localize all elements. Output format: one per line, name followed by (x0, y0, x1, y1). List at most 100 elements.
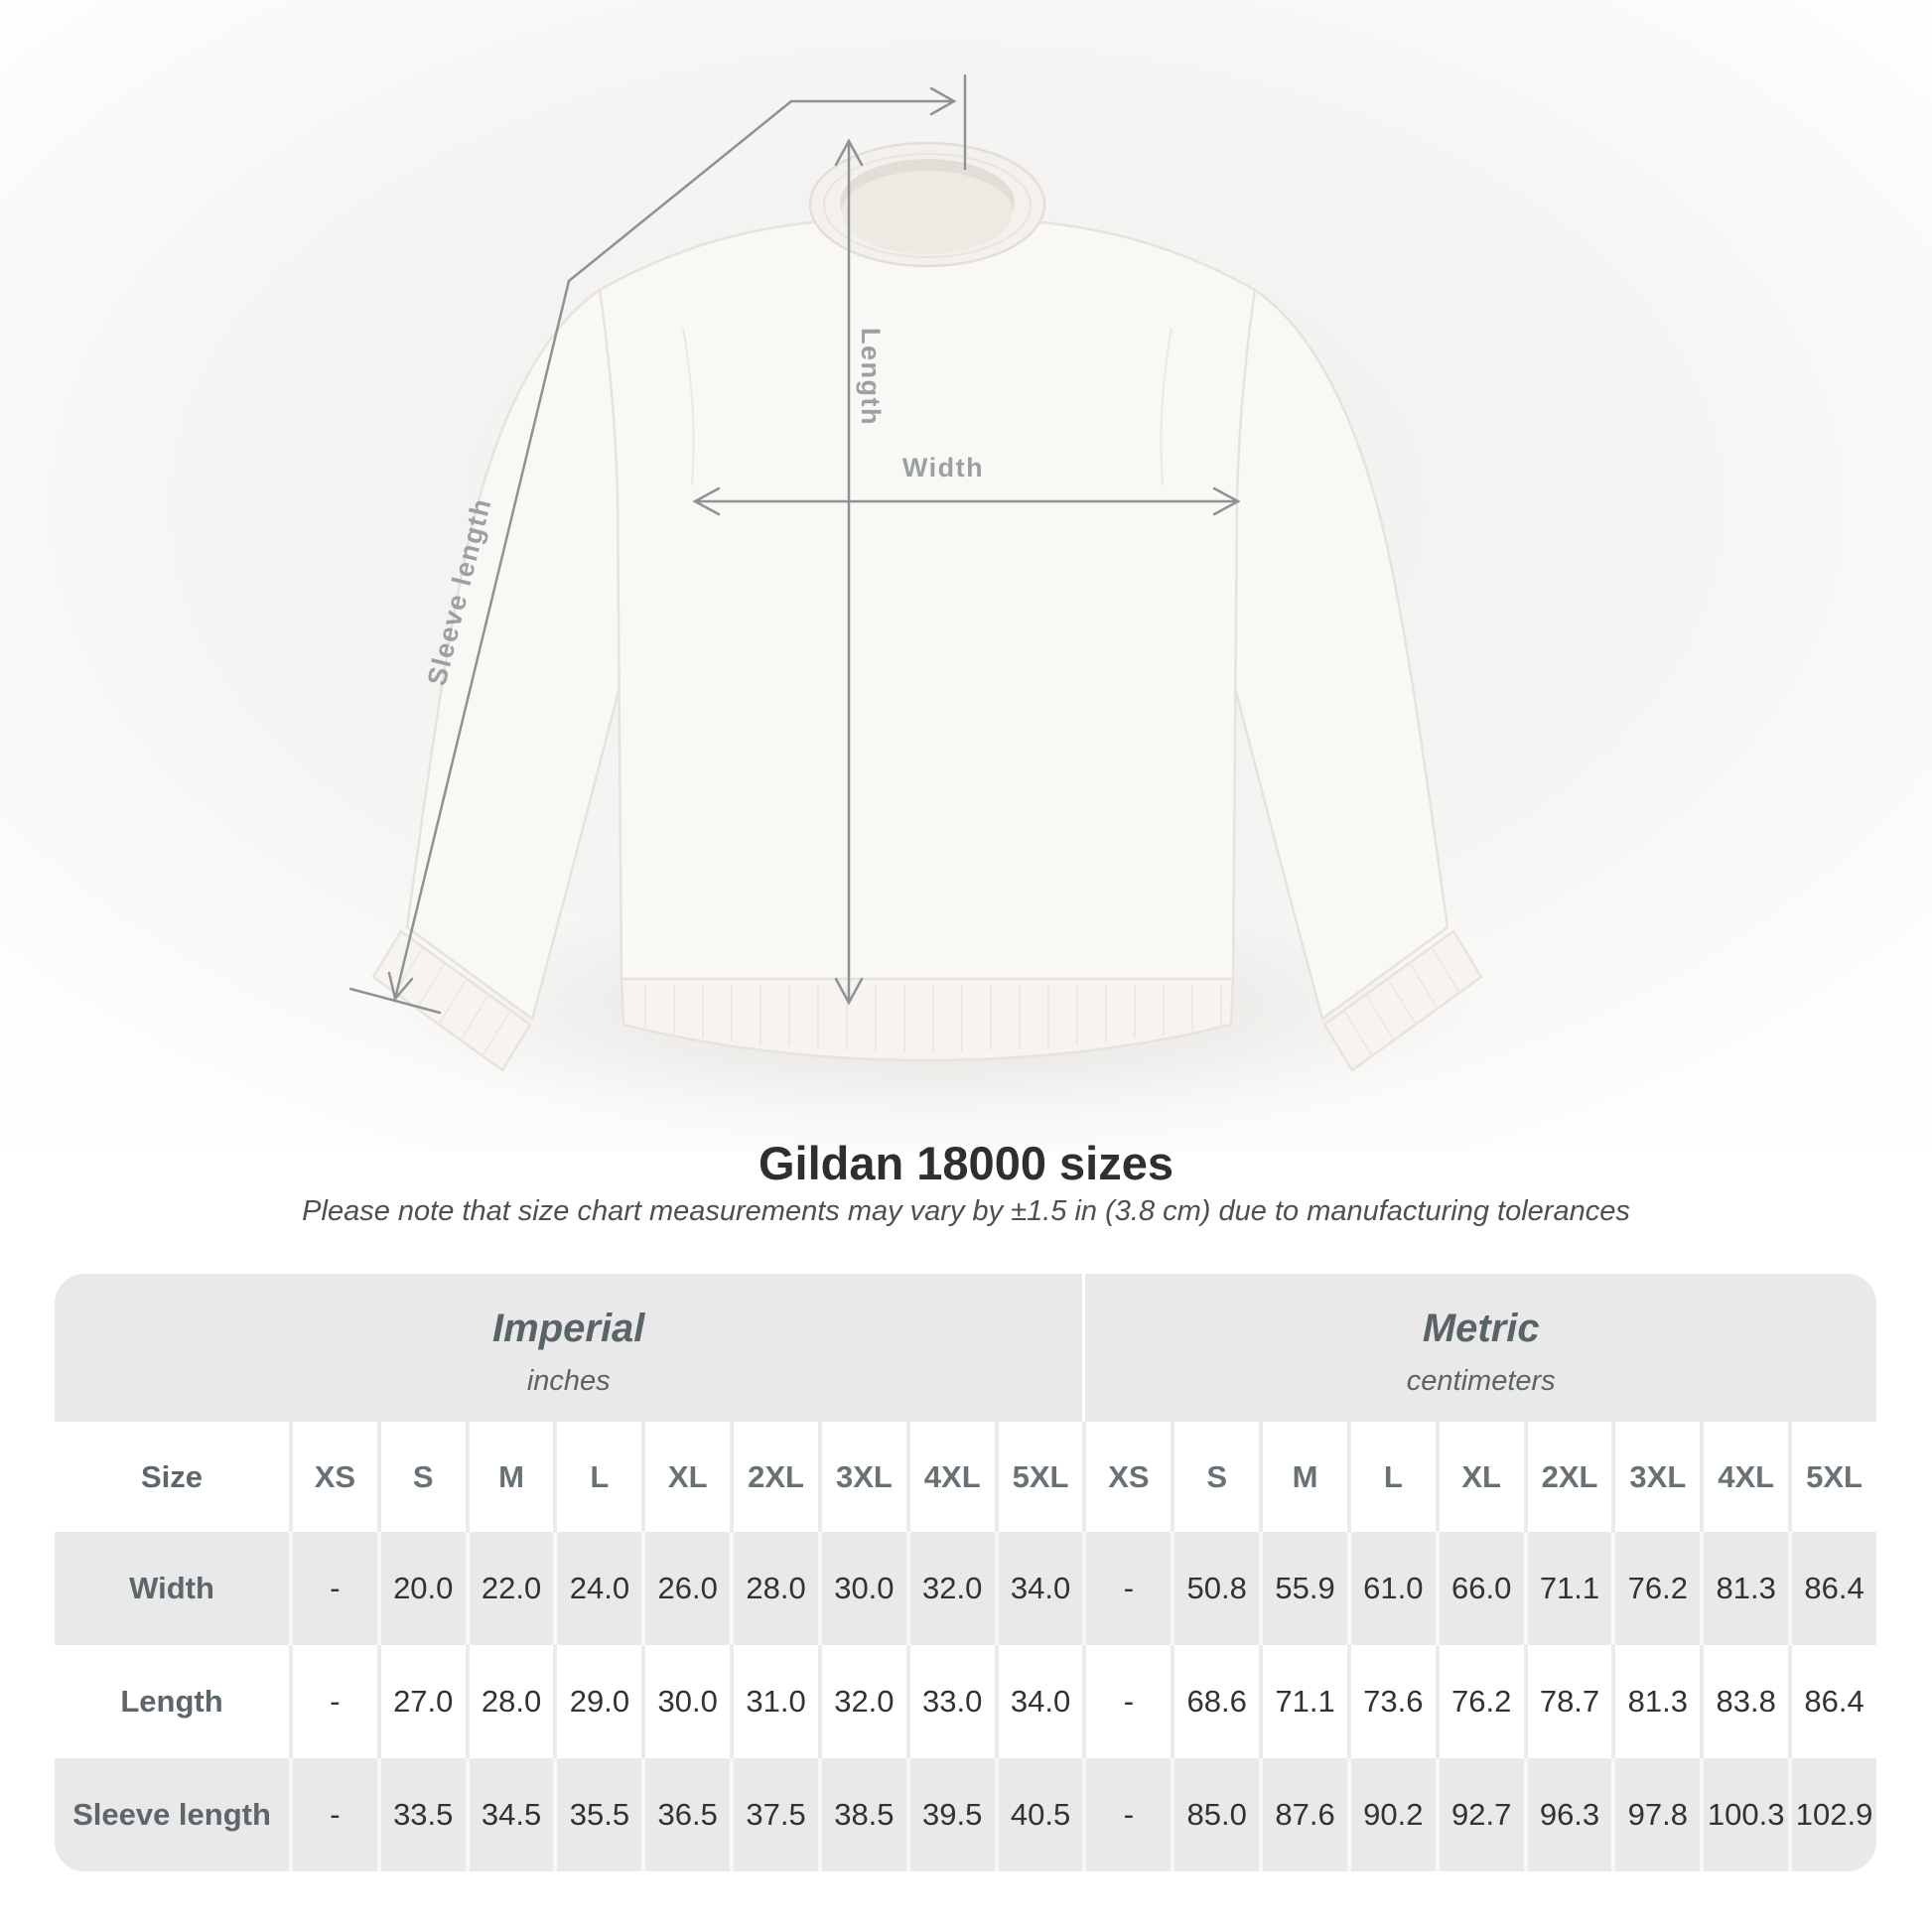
sleeve-imperial-value: 38.5 (817, 1758, 906, 1871)
metric-size-cell: 4XL (1700, 1422, 1788, 1532)
size-table: Imperial inches Metric centimeters Size … (55, 1274, 1876, 1871)
imperial-size-cell: XS (289, 1422, 377, 1532)
sweatshirt-measurement-figure: Length Width Sleeve length (0, 0, 1932, 1152)
sleeve-end-arrowhead (387, 971, 414, 1002)
sleeve-metric-value: 102.9 (1788, 1758, 1876, 1871)
metric-band: Metric centimeters (1082, 1274, 1876, 1422)
imperial-size-cell: XL (641, 1422, 730, 1532)
metric-size-cell: S (1171, 1422, 1259, 1532)
width-metric-value: 81.3 (1700, 1532, 1788, 1645)
width-imperial-value: 32.0 (905, 1532, 995, 1645)
imperial-size-cell: 2XL (730, 1422, 818, 1532)
page-title: Gildan 18000 sizes (758, 1137, 1174, 1189)
length-metric-value: 76.2 (1435, 1645, 1524, 1758)
width-imperial-value: - (289, 1532, 377, 1645)
length-imperial-value: 28.0 (465, 1645, 554, 1758)
sleeve-metric-value: 97.8 (1611, 1758, 1700, 1871)
length-metric-value: 68.6 (1171, 1645, 1259, 1758)
sleeve-end-tick (348, 987, 442, 1015)
sleeve-metric-value: 100.3 (1700, 1758, 1788, 1871)
width-metric-value: - (1082, 1532, 1171, 1645)
width-imperial-value: 28.0 (730, 1532, 818, 1645)
imperial-band: Imperial inches (55, 1274, 1083, 1422)
hem-band (620, 977, 1235, 1062)
width-imperial-value: 34.0 (994, 1532, 1083, 1645)
width-imperial-value: 20.0 (376, 1532, 466, 1645)
width-imperial-value: 24.0 (553, 1532, 641, 1645)
width-imperial-value: 26.0 (641, 1532, 730, 1645)
width-right-arrowhead (1212, 486, 1241, 516)
metric-size-cell: L (1346, 1422, 1436, 1532)
metric-size-cell: 5XL (1788, 1422, 1876, 1532)
row-label-width: Width (129, 1571, 214, 1605)
sleeve-imperial-value: 37.5 (730, 1758, 818, 1871)
size-table-wrap: Imperial inches Metric centimeters Size … (55, 1274, 1876, 1871)
sleeve-metric-value: 87.6 (1259, 1758, 1347, 1871)
sleeve-metric-value: 90.2 (1346, 1758, 1436, 1871)
sleeve-imperial-value: 39.5 (905, 1758, 995, 1871)
metric-size-cell: XL (1435, 1422, 1524, 1532)
length-metric-value: 73.6 (1346, 1645, 1436, 1758)
length-imperial-value: 31.0 (730, 1645, 818, 1758)
imperial-size-cell: 5XL (994, 1422, 1083, 1532)
imperial-size-cell: S (376, 1422, 466, 1532)
row-label-length: Length (120, 1684, 223, 1719)
width-metric-value: 66.0 (1435, 1532, 1524, 1645)
width-metric-value: 76.2 (1611, 1532, 1700, 1645)
sleeve-length-line (393, 99, 793, 1001)
imperial-group-name: Imperial (492, 1306, 645, 1350)
length-top-arrowhead (834, 138, 864, 167)
sleeve-length-row: Sleeve length -33.5 34.5 35.5 36.5 37.5 38.5 3… (55, 1758, 1876, 1871)
width-metric-value: 55.9 (1259, 1532, 1347, 1645)
length-row: Length - 27.0 28.0 29.0 30.0 31.0 32.0 33.0 34.0… (55, 1645, 1876, 1758)
width-row: Width -20.0 22.0 24.0 26.0 28.0 30.0 32.0 34.0 … (55, 1532, 1876, 1645)
metric-size-cell: XS (1082, 1422, 1171, 1532)
tolerance-note: Please note that size chart measurements… (302, 1195, 1630, 1227)
width-metric-value: 50.8 (1171, 1532, 1259, 1645)
sleeve-imperial-value: - (289, 1758, 377, 1871)
unit-band-row: Imperial inches Metric centimeters (55, 1274, 1876, 1422)
measurement-lines (348, 73, 1241, 1015)
sleeve-metric-value: 96.3 (1523, 1758, 1612, 1871)
imperial-size-cell: 4XL (905, 1422, 995, 1532)
metric-size-cell: M (1259, 1422, 1347, 1532)
row-label-sleeve: Sleeve length (72, 1797, 271, 1832)
width-metric-value: 61.0 (1346, 1532, 1436, 1645)
imperial-size-cell: M (465, 1422, 554, 1532)
garment-seams (394, 327, 1460, 1057)
length-imperial-value: 27.0 (376, 1645, 466, 1758)
size-header-row: Size XS S M L XL 2XL 3XL 4XL 5XL XS S M L XL 2XL 3XL 4X… (55, 1422, 1876, 1532)
width-imperial-value: 30.0 (817, 1532, 906, 1645)
sleeve-top-arrowhead (929, 86, 957, 116)
sleeve-imperial-value: 36.5 (641, 1758, 730, 1871)
length-metric-value: 81.3 (1611, 1645, 1700, 1758)
metric-group-name: Metric (1422, 1306, 1540, 1350)
length-metric-value: 86.4 (1788, 1645, 1876, 1758)
imperial-size-cell: 3XL (817, 1422, 906, 1532)
length-metric-value: 83.8 (1700, 1645, 1788, 1758)
length-imperial-value: 34.0 (994, 1645, 1083, 1758)
sleeve-imperial-value: 33.5 (376, 1758, 466, 1871)
length-imperial-value: 30.0 (641, 1645, 730, 1758)
length-metric-value: 71.1 (1259, 1645, 1347, 1758)
sleeve-imperial-value: 34.5 (465, 1758, 554, 1871)
length-metric-value: - (1082, 1645, 1171, 1758)
metric-group-unit: centimeters (1406, 1364, 1556, 1397)
metric-size-cell: 3XL (1611, 1422, 1700, 1532)
width-imperial-value: 22.0 (465, 1532, 554, 1645)
length-imperial-value: 32.0 (817, 1645, 906, 1758)
size-header-cell: Size (140, 1458, 204, 1494)
width-metric-value: 71.1 (1523, 1532, 1612, 1645)
width-left-arrowhead (692, 486, 721, 516)
sleeve-imperial-value: 40.5 (994, 1758, 1083, 1871)
length-imperial-value: 33.0 (905, 1645, 995, 1758)
body-panel (598, 218, 1257, 981)
length-metric-value: 78.7 (1523, 1645, 1612, 1758)
imperial-group-unit: inches (526, 1364, 611, 1397)
sleeve-imperial-value: 35.5 (553, 1758, 641, 1871)
collar (808, 141, 1046, 268)
length-dimension-label: Length (856, 328, 886, 426)
length-imperial-value: 29.0 (553, 1645, 641, 1758)
metric-size-cell: 2XL (1523, 1422, 1612, 1532)
imperial-size-cell: L (553, 1422, 641, 1532)
